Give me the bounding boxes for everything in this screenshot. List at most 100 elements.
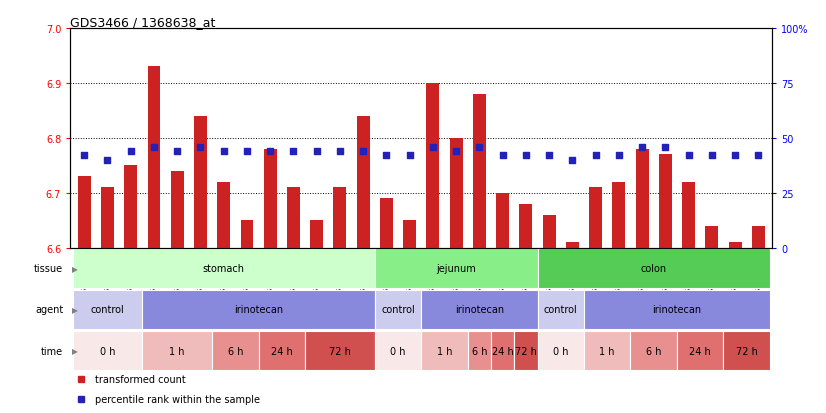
Text: ▶: ▶ <box>72 305 78 314</box>
Text: ▶: ▶ <box>72 346 78 355</box>
Bar <box>543 215 556 248</box>
Text: 1 h: 1 h <box>600 346 615 356</box>
Bar <box>468 331 491 370</box>
Point <box>333 148 346 155</box>
Point <box>403 153 416 159</box>
Bar <box>729 242 742 248</box>
Bar <box>538 249 770 288</box>
Bar <box>375 331 421 370</box>
Point <box>240 148 254 155</box>
Bar <box>375 290 421 329</box>
Text: control: control <box>91 305 124 315</box>
Bar <box>421 290 538 329</box>
Bar <box>566 242 579 248</box>
Bar <box>496 193 509 248</box>
Bar <box>212 331 259 370</box>
Text: time: time <box>41 346 64 356</box>
Text: irinotecan: irinotecan <box>455 305 504 315</box>
Point <box>147 144 160 150</box>
Text: 6 h: 6 h <box>646 346 662 356</box>
Bar <box>612 182 625 248</box>
Point <box>78 153 91 159</box>
Bar <box>724 331 770 370</box>
Point <box>752 153 765 159</box>
Bar <box>305 331 375 370</box>
Point <box>682 153 695 159</box>
Point <box>194 144 207 150</box>
Bar <box>403 221 416 248</box>
Bar <box>240 221 254 248</box>
Text: agent: agent <box>35 305 64 315</box>
Text: percentile rank within the sample: percentile rank within the sample <box>95 394 260 404</box>
Text: irinotecan: irinotecan <box>653 305 701 315</box>
Point <box>543 153 556 159</box>
Point <box>566 157 579 164</box>
Text: 24 h: 24 h <box>271 346 292 356</box>
Bar <box>142 290 375 329</box>
Point <box>472 144 486 150</box>
Text: control: control <box>544 305 577 315</box>
Bar <box>148 67 160 248</box>
Point <box>357 148 370 155</box>
Text: ▶: ▶ <box>72 264 78 273</box>
Bar <box>73 290 142 329</box>
Text: 0 h: 0 h <box>100 346 115 356</box>
Point <box>659 144 672 150</box>
Bar <box>287 188 300 248</box>
Text: colon: colon <box>641 263 667 273</box>
Point <box>635 144 648 150</box>
Text: GDS3466 / 1368638_at: GDS3466 / 1368638_at <box>70 16 216 29</box>
Bar <box>73 331 142 370</box>
Bar <box>584 290 770 329</box>
Point <box>170 148 183 155</box>
Text: 0 h: 0 h <box>390 346 406 356</box>
Bar <box>584 331 630 370</box>
Bar <box>73 249 375 288</box>
Bar <box>682 182 695 248</box>
Bar <box>636 150 648 248</box>
Bar <box>538 290 584 329</box>
Bar <box>421 331 468 370</box>
Point <box>496 153 510 159</box>
Point <box>589 153 602 159</box>
Point <box>124 148 137 155</box>
Bar <box>101 188 114 248</box>
Bar <box>357 116 369 248</box>
Bar <box>334 188 346 248</box>
Bar <box>142 331 212 370</box>
Point <box>520 153 533 159</box>
Bar <box>677 331 724 370</box>
Text: 0 h: 0 h <box>553 346 568 356</box>
Point <box>310 148 323 155</box>
Text: 1 h: 1 h <box>169 346 185 356</box>
Text: 24 h: 24 h <box>690 346 711 356</box>
Text: stomach: stomach <box>202 263 244 273</box>
Bar <box>194 116 206 248</box>
Bar <box>449 138 463 248</box>
Bar <box>491 331 515 370</box>
Bar <box>705 226 719 248</box>
Bar <box>426 84 439 248</box>
Bar <box>752 226 765 248</box>
Bar <box>630 331 677 370</box>
Bar <box>589 188 602 248</box>
Bar <box>538 331 584 370</box>
Point <box>705 153 719 159</box>
Text: control: control <box>381 305 415 315</box>
Point <box>426 144 439 150</box>
Point <box>380 153 393 159</box>
Point <box>101 157 114 164</box>
Text: 24 h: 24 h <box>491 346 514 356</box>
Text: 6 h: 6 h <box>472 346 487 356</box>
Bar <box>259 331 305 370</box>
Text: tissue: tissue <box>34 263 64 273</box>
Text: transformed count: transformed count <box>95 375 186 385</box>
Text: 1 h: 1 h <box>437 346 453 356</box>
Bar <box>217 182 230 248</box>
Point <box>449 148 463 155</box>
Text: 72 h: 72 h <box>329 346 351 356</box>
Bar <box>311 221 323 248</box>
Bar <box>515 331 538 370</box>
Point <box>217 148 230 155</box>
Bar <box>380 199 393 248</box>
